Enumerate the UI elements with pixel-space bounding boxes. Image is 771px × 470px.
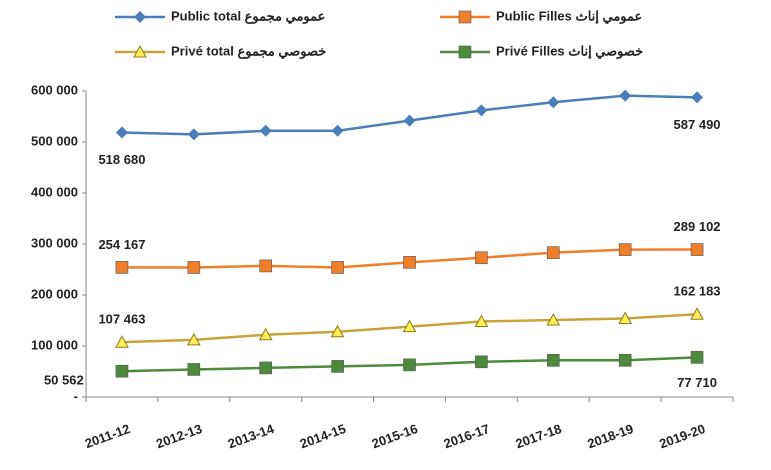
marker	[618, 353, 632, 367]
marker	[474, 314, 489, 328]
x-tick-label: 2018-19	[585, 421, 635, 451]
y-tick-label: 600 000	[31, 82, 78, 97]
x-tick-label: 2017-18	[514, 421, 564, 451]
data-label: 518 680	[98, 152, 145, 167]
marker	[475, 355, 488, 369]
marker	[115, 261, 129, 274]
marker	[331, 261, 344, 274]
data-label: 77 710	[677, 375, 717, 390]
marker	[187, 261, 201, 274]
legend-marker	[458, 45, 472, 59]
y-tick-label: -	[74, 388, 78, 403]
x-tick-label: 2012-13	[154, 421, 204, 451]
x-tick-label: 2013-14	[226, 421, 277, 452]
y-tick-label: 300 000	[31, 235, 78, 250]
data-label: 162 183	[674, 284, 721, 299]
x-tick-label: 2014-15	[298, 421, 348, 451]
marker	[618, 311, 633, 324]
marker	[115, 335, 129, 348]
marker	[618, 243, 632, 256]
marker	[403, 256, 416, 269]
marker	[258, 327, 273, 341]
x-tick-label: 2015-16	[370, 421, 420, 451]
marker	[546, 312, 561, 326]
marker	[475, 251, 488, 265]
marker	[546, 246, 560, 259]
legend-label: Privé Filles خصوصي إناث	[496, 43, 643, 59]
y-tick-label: 100 000	[31, 337, 78, 352]
marker	[115, 126, 128, 139]
legend-label: Privé total خصوصي مجموع	[171, 43, 326, 59]
y-tick-label: 500 000	[31, 133, 78, 148]
marker	[619, 89, 632, 102]
marker	[403, 358, 416, 372]
marker	[331, 360, 344, 373]
marker	[403, 114, 416, 127]
marker	[402, 319, 417, 333]
data-label: 254 167	[98, 237, 145, 252]
marker	[690, 351, 704, 364]
data-label: 107 463	[98, 312, 145, 327]
marker	[259, 361, 273, 375]
x-tick-label: 2011-12	[83, 421, 132, 451]
marker	[331, 124, 344, 137]
marker	[186, 332, 201, 346]
marker	[115, 364, 129, 378]
legend-marker	[134, 11, 146, 23]
marker	[690, 307, 704, 320]
marker	[259, 259, 273, 273]
data-label: 50 562	[44, 373, 84, 388]
marker	[187, 363, 201, 376]
legend-marker	[133, 44, 147, 58]
marker	[546, 353, 560, 367]
marker	[330, 324, 345, 338]
data-label: 587 490	[674, 117, 721, 132]
x-tick-label: 2016-17	[442, 421, 492, 451]
marker	[691, 91, 704, 104]
marker	[259, 124, 272, 137]
marker	[547, 96, 560, 109]
data-label: 289 102	[674, 219, 721, 234]
legend-marker	[458, 10, 472, 24]
marker	[475, 104, 488, 117]
x-tick-label: 2019-20	[657, 421, 707, 451]
y-tick-label: 200 000	[31, 286, 78, 301]
legend-label: Public total عمومي مجموع	[171, 8, 325, 24]
marker	[187, 128, 200, 141]
y-tick-label: 400 000	[31, 184, 78, 199]
marker	[690, 243, 704, 256]
legend-label: Public Filles عمومي إناث	[496, 8, 642, 24]
